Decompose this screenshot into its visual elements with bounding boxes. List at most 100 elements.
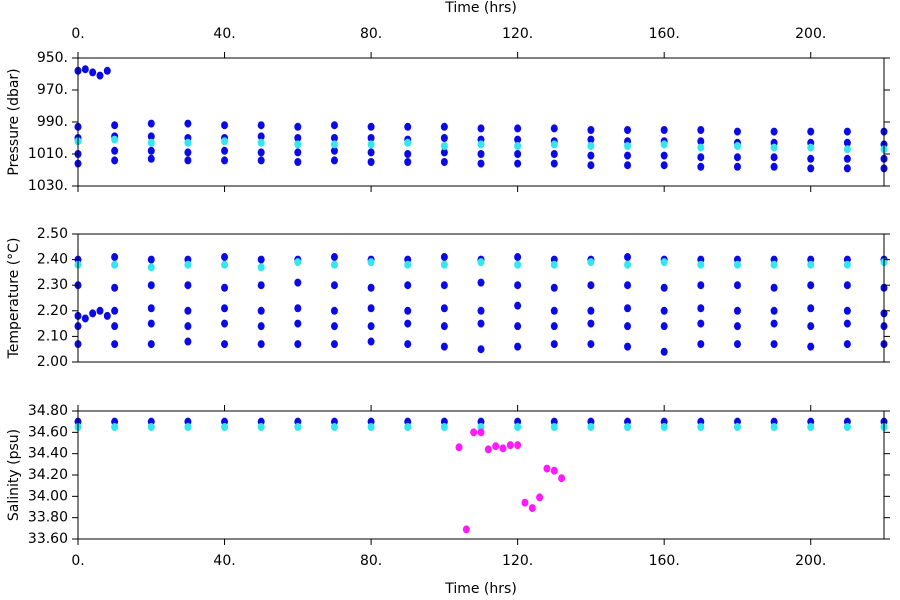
data-point: [96, 71, 104, 80]
data-point: [733, 306, 741, 315]
data-point: [770, 319, 778, 328]
data-point: [587, 135, 595, 144]
data-point: [367, 140, 375, 149]
data-point: [221, 146, 229, 155]
data-point: [807, 143, 815, 152]
data-point: [514, 260, 522, 269]
y-tick-label: 1030.: [28, 178, 68, 194]
data-point: [550, 283, 558, 292]
data-point: [587, 281, 595, 290]
data-point: [184, 322, 192, 331]
data-point: [440, 122, 448, 131]
data-point: [221, 253, 229, 262]
data-point: [624, 423, 632, 431]
data-point: [184, 337, 192, 346]
y-tick-label: 34.40: [28, 446, 68, 462]
data-point: [660, 306, 668, 315]
data-point: [257, 148, 265, 157]
data-point: [257, 132, 265, 141]
data-point: [404, 260, 412, 269]
data-point: [81, 314, 89, 323]
y-tick-label: 970.: [37, 82, 68, 98]
y-tick-label: 34.80: [28, 403, 68, 419]
y-tick-label: 1010.: [28, 146, 68, 162]
data-point: [587, 142, 595, 150]
data-point: [257, 156, 265, 165]
data-point: [550, 140, 558, 149]
data-point: [367, 322, 375, 331]
data-point: [330, 423, 338, 431]
y-tick-label: 2.10: [37, 328, 68, 344]
data-point: [257, 281, 265, 290]
data-point: [367, 148, 375, 157]
data-point: [147, 263, 155, 272]
data-point: [807, 154, 815, 163]
data-point: [514, 150, 522, 158]
data-point: [477, 150, 485, 158]
data-point: [367, 337, 375, 346]
data-point: [103, 311, 111, 320]
data-point: [111, 146, 119, 155]
data-point: [587, 258, 595, 267]
data-point: [514, 159, 522, 168]
x-tick-label: 120.: [502, 26, 533, 42]
data-point: [477, 278, 485, 287]
data-point: [184, 138, 192, 147]
data-point: [221, 156, 229, 165]
data-point: [660, 283, 668, 292]
data-point: [587, 319, 595, 328]
y-tick-label: 2.20: [37, 303, 68, 319]
data-point: [330, 121, 338, 130]
data-point: [440, 142, 448, 150]
data-point: [257, 138, 265, 147]
data-point: [330, 146, 338, 155]
data-point: [294, 158, 302, 166]
data-point: [257, 306, 265, 315]
data-point: [147, 154, 155, 163]
data-point: [221, 121, 229, 130]
data-point: [697, 143, 705, 152]
data-point: [514, 281, 522, 290]
data-point: [257, 263, 265, 272]
data-point: [514, 135, 522, 144]
data-point: [257, 340, 265, 349]
data-point: [624, 260, 632, 269]
data-point: [404, 423, 412, 431]
y-tick-label: 33.60: [28, 531, 68, 547]
data-point: [843, 281, 851, 290]
data-point: [624, 342, 632, 351]
data-point: [221, 319, 229, 328]
data-point: [294, 304, 302, 313]
data-point: [624, 322, 632, 331]
x-tick-label: 200.: [795, 26, 826, 42]
data-point: [147, 119, 155, 128]
data-point: [367, 134, 375, 142]
data-point: [294, 319, 302, 328]
data-point: [807, 423, 815, 431]
data-point: [221, 423, 229, 431]
data-point: [550, 466, 558, 475]
data-point: [147, 340, 155, 349]
data-point: [807, 281, 815, 290]
data-point: [843, 260, 851, 269]
data-point: [111, 322, 119, 331]
data-point: [550, 150, 558, 158]
data-point: [843, 340, 851, 349]
data-point: [367, 122, 375, 131]
data-point: [770, 306, 778, 315]
data-point: [807, 304, 815, 313]
data-point: [499, 444, 507, 453]
x-tick-label: 200.: [795, 553, 826, 569]
data-point: [733, 423, 741, 431]
data-point: [221, 260, 229, 269]
y-tick-label: 34.60: [28, 424, 68, 440]
data-point: [221, 340, 229, 349]
data-point: [184, 119, 192, 128]
data-point: [514, 423, 522, 431]
data-point: [440, 134, 448, 142]
data-point: [506, 441, 514, 450]
data-point: [843, 164, 851, 173]
data-point: [440, 260, 448, 269]
data-point: [147, 138, 155, 147]
